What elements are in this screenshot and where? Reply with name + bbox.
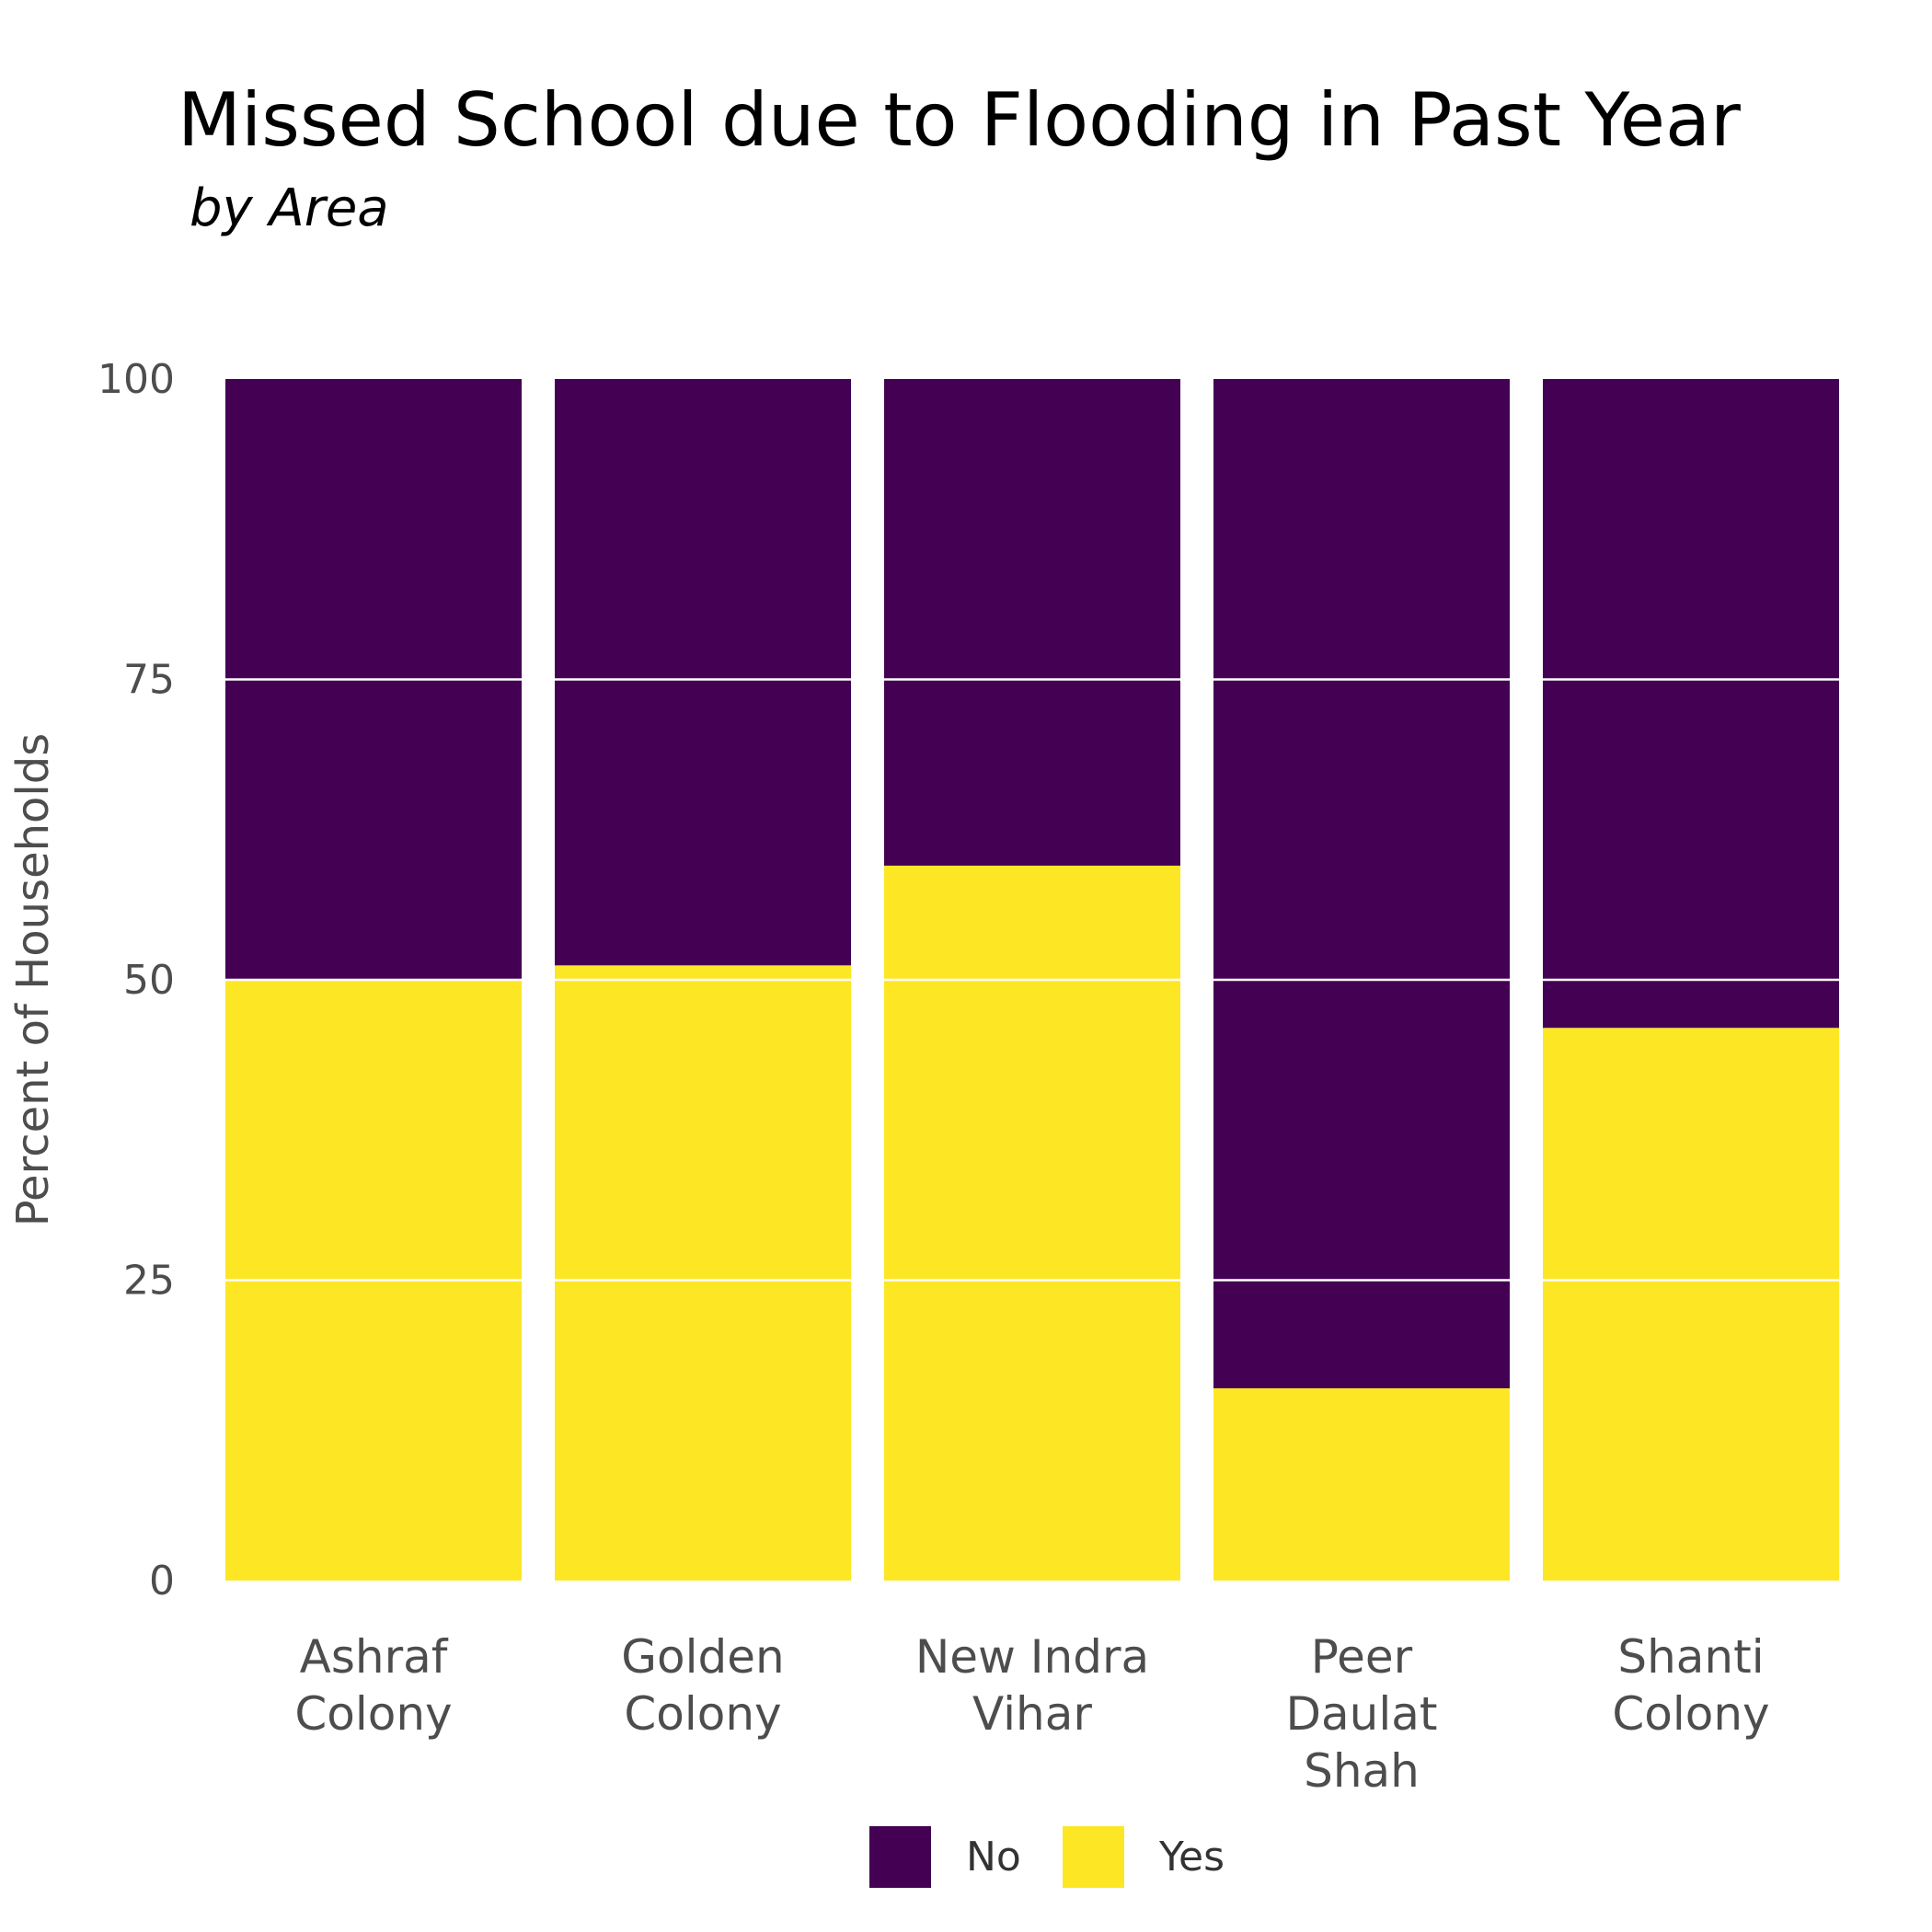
x-categories-group: Ashraf Colony Golden Colony New Indra Vihar Pe… xyxy=(294,1630,1769,1798)
bar-segment-no-4 xyxy=(1213,379,1510,1389)
y-tick-label: 25 xyxy=(123,1258,175,1305)
y-axis-label: Percent of Households xyxy=(7,733,59,1226)
bar-segment-yes-4 xyxy=(1213,1388,1510,1581)
y-ticks-group: 0 25 50 75 100 xyxy=(98,356,175,1604)
chart-subtitle: by Area xyxy=(190,178,389,238)
legend-label-yes: Yes xyxy=(1158,1834,1225,1880)
bar-segment-no-5 xyxy=(1543,379,1839,1029)
legend: No Yes xyxy=(869,1826,1225,1888)
bar-segment-no-2 xyxy=(555,379,851,966)
bar-segment-yes-5 xyxy=(1543,1028,1839,1581)
legend-label-no: No xyxy=(966,1834,1021,1880)
x-category-label: Shanti Colony xyxy=(1612,1630,1769,1741)
y-tick-label: 50 xyxy=(123,957,175,1004)
y-tick-label: 0 xyxy=(149,1558,175,1604)
gridlines-group xyxy=(225,678,1839,1282)
legend-key-yes xyxy=(1063,1826,1124,1888)
bar-segment-yes-2 xyxy=(555,965,851,1581)
x-category-label: Ashraf Colony xyxy=(294,1630,452,1741)
x-category-label: New Indra Vihar xyxy=(915,1630,1149,1741)
x-category-label: Golden Colony xyxy=(621,1630,784,1741)
bar-segment-yes-3 xyxy=(884,865,1180,1581)
x-category-label: Peer Daulat Shah xyxy=(1286,1630,1438,1798)
chart-title: Missed School due to Flooding in Past Ye… xyxy=(178,77,1741,163)
legend-key-no xyxy=(869,1826,931,1888)
bars-group xyxy=(225,379,1839,1581)
y-tick-label: 100 xyxy=(98,356,175,403)
bar-segment-no-3 xyxy=(884,379,1180,866)
y-tick-label: 75 xyxy=(123,657,175,704)
